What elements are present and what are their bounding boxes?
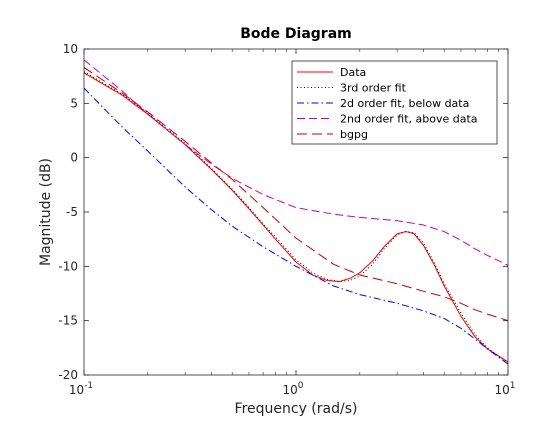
legend-label: 2d order fit, below data xyxy=(340,97,469,110)
y-tick-label: 5 xyxy=(70,96,78,110)
legend-label: bgpg xyxy=(340,128,368,141)
y-tick-label: 0 xyxy=(70,151,78,165)
y-tick-label: 10 xyxy=(63,42,78,56)
y-tick-label: -5 xyxy=(66,205,78,219)
series-layer xyxy=(84,59,508,365)
y-tick-label: -10 xyxy=(58,259,78,273)
x-tick-label: 100 xyxy=(282,381,303,397)
y-tick-label: -20 xyxy=(58,368,78,382)
x-tick-label: 10-1 xyxy=(69,381,93,397)
legend-label: Data xyxy=(340,66,366,79)
legend-label: 3rd order fit xyxy=(340,82,407,95)
series-line-4 xyxy=(84,67,508,322)
tick-layer: 10-1 100 101 10 5 0 -5 -10 -15 -20 xyxy=(58,42,515,397)
legend-label: 2nd order fit, above data xyxy=(340,113,478,126)
x-tick-label: 101 xyxy=(494,381,515,397)
legend: Data 3rd order fit 2d order fit, below dat… xyxy=(291,60,498,145)
series-line-0 xyxy=(84,72,508,363)
chart-title: Bode Diagram xyxy=(240,26,352,42)
y-tick-label: -15 xyxy=(58,314,78,328)
series-line-2 xyxy=(84,87,508,365)
y-axis-label: Magnitude (dB) xyxy=(38,158,54,266)
x-axis-label: Frequency (rad/s) xyxy=(235,401,358,417)
series-line-3 xyxy=(84,59,508,266)
